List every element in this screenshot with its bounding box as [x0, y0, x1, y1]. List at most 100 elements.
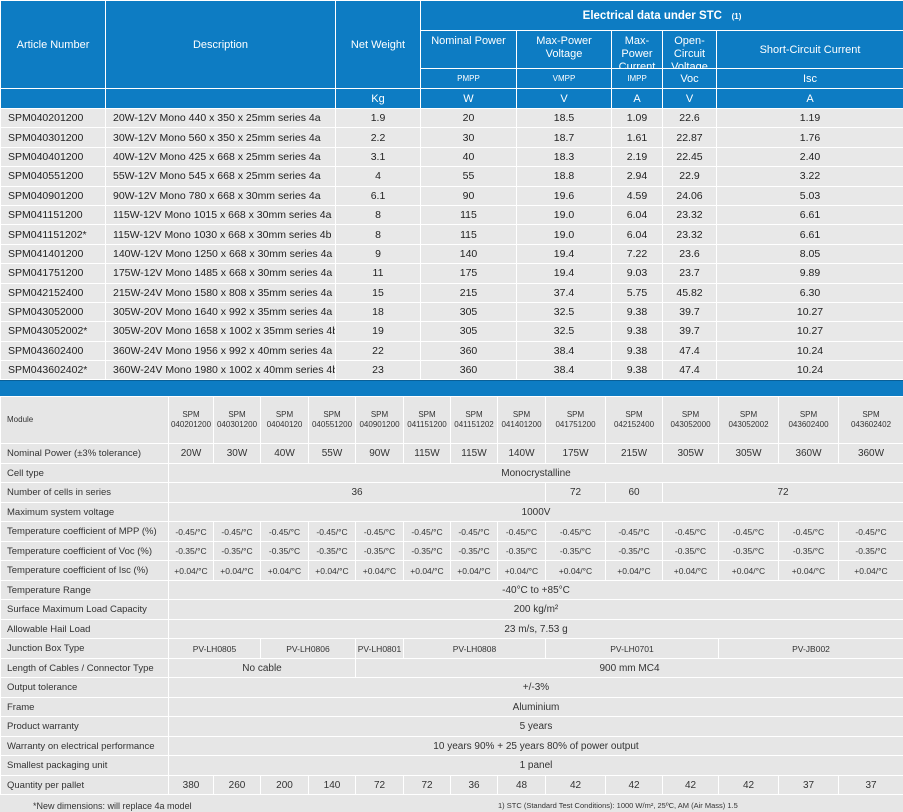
- cell-open-circuit-voltage: 22.87: [662, 127, 717, 148]
- spec-label: Temperature coefficient of MPP (%): [0, 521, 169, 542]
- cell-max-power-voltage: 19.0: [516, 224, 612, 245]
- spec-value: -0.35/°C: [168, 540, 214, 562]
- cell-max-power-current: 2.19: [611, 146, 663, 168]
- table-row: SPM040901200 90W-12V Mono 780 x 668 x 30m…: [0, 185, 903, 206]
- table-row: SPM040201200 20W-12V Mono 440 x 350 x 25m…: [0, 107, 903, 129]
- spec-row: Maximum system voltage 1000V: [0, 501, 903, 523]
- spec-value: -0.35/°C: [403, 540, 451, 562]
- spec-value: 20W: [168, 443, 214, 464]
- cell-max-power-voltage: 32.5: [516, 301, 612, 323]
- spec-value: +0.04/°C: [355, 560, 404, 581]
- spec-value: 48: [497, 774, 546, 796]
- unit-blank: [105, 88, 336, 109]
- spec-label: Junction Box Type: [0, 638, 169, 659]
- module-header: SPM 042152400: [605, 396, 663, 445]
- symbol-isc: Isc: [715, 68, 903, 89]
- spec-value: 200 kg/m²: [168, 599, 903, 620]
- cell-short-circuit-current: 8.05: [715, 243, 903, 265]
- spec-value: -0.45/°C: [308, 521, 356, 542]
- header-open-circuit-voltage-text: Open-Circuit Voltage: [671, 35, 708, 68]
- cell-max-power-current: 6.04: [611, 204, 663, 226]
- spec-value: 36: [168, 482, 546, 503]
- spec-value: Monocrystalline: [168, 462, 903, 484]
- cell-description: 55W-12V Mono 545 x 668 x 25mm series 4a: [105, 166, 336, 187]
- cell-description: 305W-20V Mono 1640 x 992 x 35mm series 4…: [105, 301, 336, 323]
- footer: *New dimensions: will replace 4a model 1…: [0, 795, 903, 812]
- table-row: SPM043052002* 305W-20V Mono 1658 x 1002 x…: [0, 321, 903, 342]
- cell-description: 90W-12V Mono 780 x 668 x 30mm series 4a: [105, 185, 336, 206]
- spec-value: -0.35/°C: [838, 540, 903, 562]
- cell-net-weight: 8: [335, 224, 421, 245]
- spec-value: -0.45/°C: [355, 521, 404, 542]
- spec-value: 37: [778, 774, 839, 796]
- table-row: SPM041751200 175W-12V Mono 1485 x 668 x 3…: [0, 263, 903, 284]
- cell-open-circuit-voltage: 47.4: [662, 340, 717, 362]
- spec-value: 175W: [545, 443, 606, 464]
- cell-max-power-current: 9.03: [611, 263, 663, 284]
- cell-net-weight: 15: [335, 282, 421, 303]
- module-code: 041151200: [407, 420, 447, 430]
- spec-value: 5 years: [168, 716, 903, 737]
- spec-label: Smallest packaging unit: [0, 755, 169, 776]
- spec-row: Quantity per pallet 380 260 200 140 72 72 36 48 4…: [0, 774, 903, 796]
- spec-value: 215W: [605, 443, 663, 464]
- header-electrical-data: Electrical data under STC (1): [419, 0, 903, 31]
- spec-value: -0.45/°C: [545, 521, 606, 542]
- module-prefix: SPM: [182, 410, 200, 420]
- cell-nominal-power: 40: [420, 146, 517, 168]
- module-header: SPM 041151200: [403, 396, 451, 445]
- header-max-power-current-text: Max-Power Current: [618, 35, 656, 68]
- header-short-circuit-current: Short-Circuit Current: [715, 30, 903, 69]
- module-code: 040551200: [311, 420, 353, 430]
- cell-nominal-power: 360: [420, 360, 517, 381]
- cell-nominal-power: 305: [420, 321, 517, 342]
- module-header: SPM 040301200: [213, 396, 261, 445]
- spec-value: 42: [605, 774, 663, 796]
- cell-description: 30W-12V Mono 560 x 350 x 25mm series 4a: [105, 127, 336, 148]
- cell-short-circuit-current: 10.24: [715, 360, 903, 381]
- module-prefix: SPM: [739, 410, 758, 420]
- module-code: 040301200: [216, 420, 258, 430]
- module-prefix: SPM: [625, 410, 643, 420]
- cell-description: 115W-12V Mono 1030 x 668 x 30mm series 4…: [105, 224, 336, 245]
- unit-blank: [0, 88, 106, 109]
- table-row: SPM040301200 30W-12V Mono 560 x 350 x 25m…: [0, 127, 903, 148]
- module-prefix: SPM: [418, 410, 436, 420]
- cell-max-power-voltage: 18.5: [516, 107, 612, 129]
- cell-net-weight: 19: [335, 321, 421, 342]
- spec-value: -0.35/°C: [213, 540, 261, 562]
- spec-value: 200: [260, 774, 309, 796]
- cell-description: 40W-12V Mono 425 x 668 x 25mm series 4a: [105, 146, 336, 168]
- spec-label: Warranty on electrical performance: [0, 735, 169, 757]
- spec-value: 72: [403, 774, 451, 796]
- symbol-vmpp: VMPP: [516, 68, 612, 89]
- module-prefix: SPM: [465, 410, 483, 420]
- spec-value: 115W: [450, 443, 498, 464]
- cell-nominal-power: 30: [420, 127, 517, 148]
- cell-short-circuit-current: 10.27: [715, 321, 903, 342]
- cell-max-power-current: 2.94: [611, 166, 663, 187]
- spec-value: +0.04/°C: [718, 560, 779, 581]
- module-code: 041751200: [555, 420, 596, 430]
- header-max-power-current: Max-Power Current: [611, 30, 663, 69]
- spec-value: 115W: [403, 443, 451, 464]
- module-code: 04040120: [266, 420, 303, 430]
- cell-net-weight: 2.2: [335, 127, 421, 148]
- spec-value: 140W: [497, 443, 546, 464]
- module-header: SPM 040201200: [168, 396, 214, 445]
- spec-label: Frame: [0, 696, 169, 718]
- table-row: SPM042152400 215W-24V Mono 1580 x 808 x 3…: [0, 282, 903, 303]
- table-row: SPM043602400 360W-24V Mono 1956 x 992 x 4…: [0, 340, 903, 362]
- header-nominal-power: Nominal Power: [420, 30, 517, 69]
- spec-value: 90W: [355, 443, 404, 464]
- cell-open-circuit-voltage: 24.06: [662, 185, 717, 206]
- cell-short-circuit-current: 6.30: [715, 282, 903, 303]
- module-prefix: SPM: [681, 410, 700, 420]
- spec-value: +0.04/°C: [778, 560, 839, 581]
- cell-description: 305W-20V Mono 1658 x 1002 x 35mm series …: [105, 321, 336, 342]
- cell-max-power-voltage: 38.4: [516, 340, 612, 362]
- spec-value: No cable: [168, 657, 356, 679]
- module-header: SPM 043602402: [838, 396, 903, 445]
- spec-value: -0.45/°C: [260, 521, 309, 542]
- header-net-weight: Net Weight: [335, 0, 421, 89]
